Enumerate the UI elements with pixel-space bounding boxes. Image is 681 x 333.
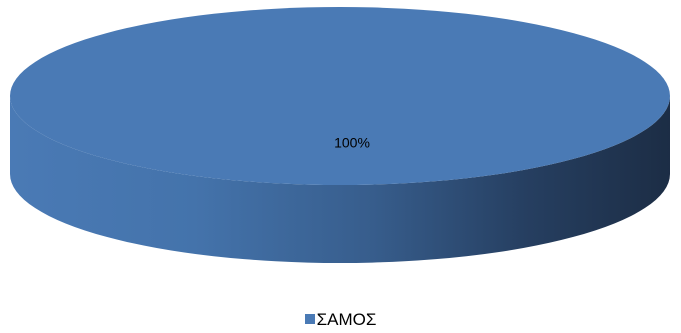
legend-swatch-icon (304, 314, 315, 324)
slice-data-label: 100% (334, 135, 370, 151)
pie-slice-side (10, 96, 670, 263)
legend-item-samos: ΣΑΜΟΣ (304, 309, 377, 329)
legend-label: ΣΑΜΟΣ (316, 309, 377, 329)
legend: ΣΑΜΟΣ (0, 308, 681, 330)
pie-slice-samos (10, 7, 670, 185)
